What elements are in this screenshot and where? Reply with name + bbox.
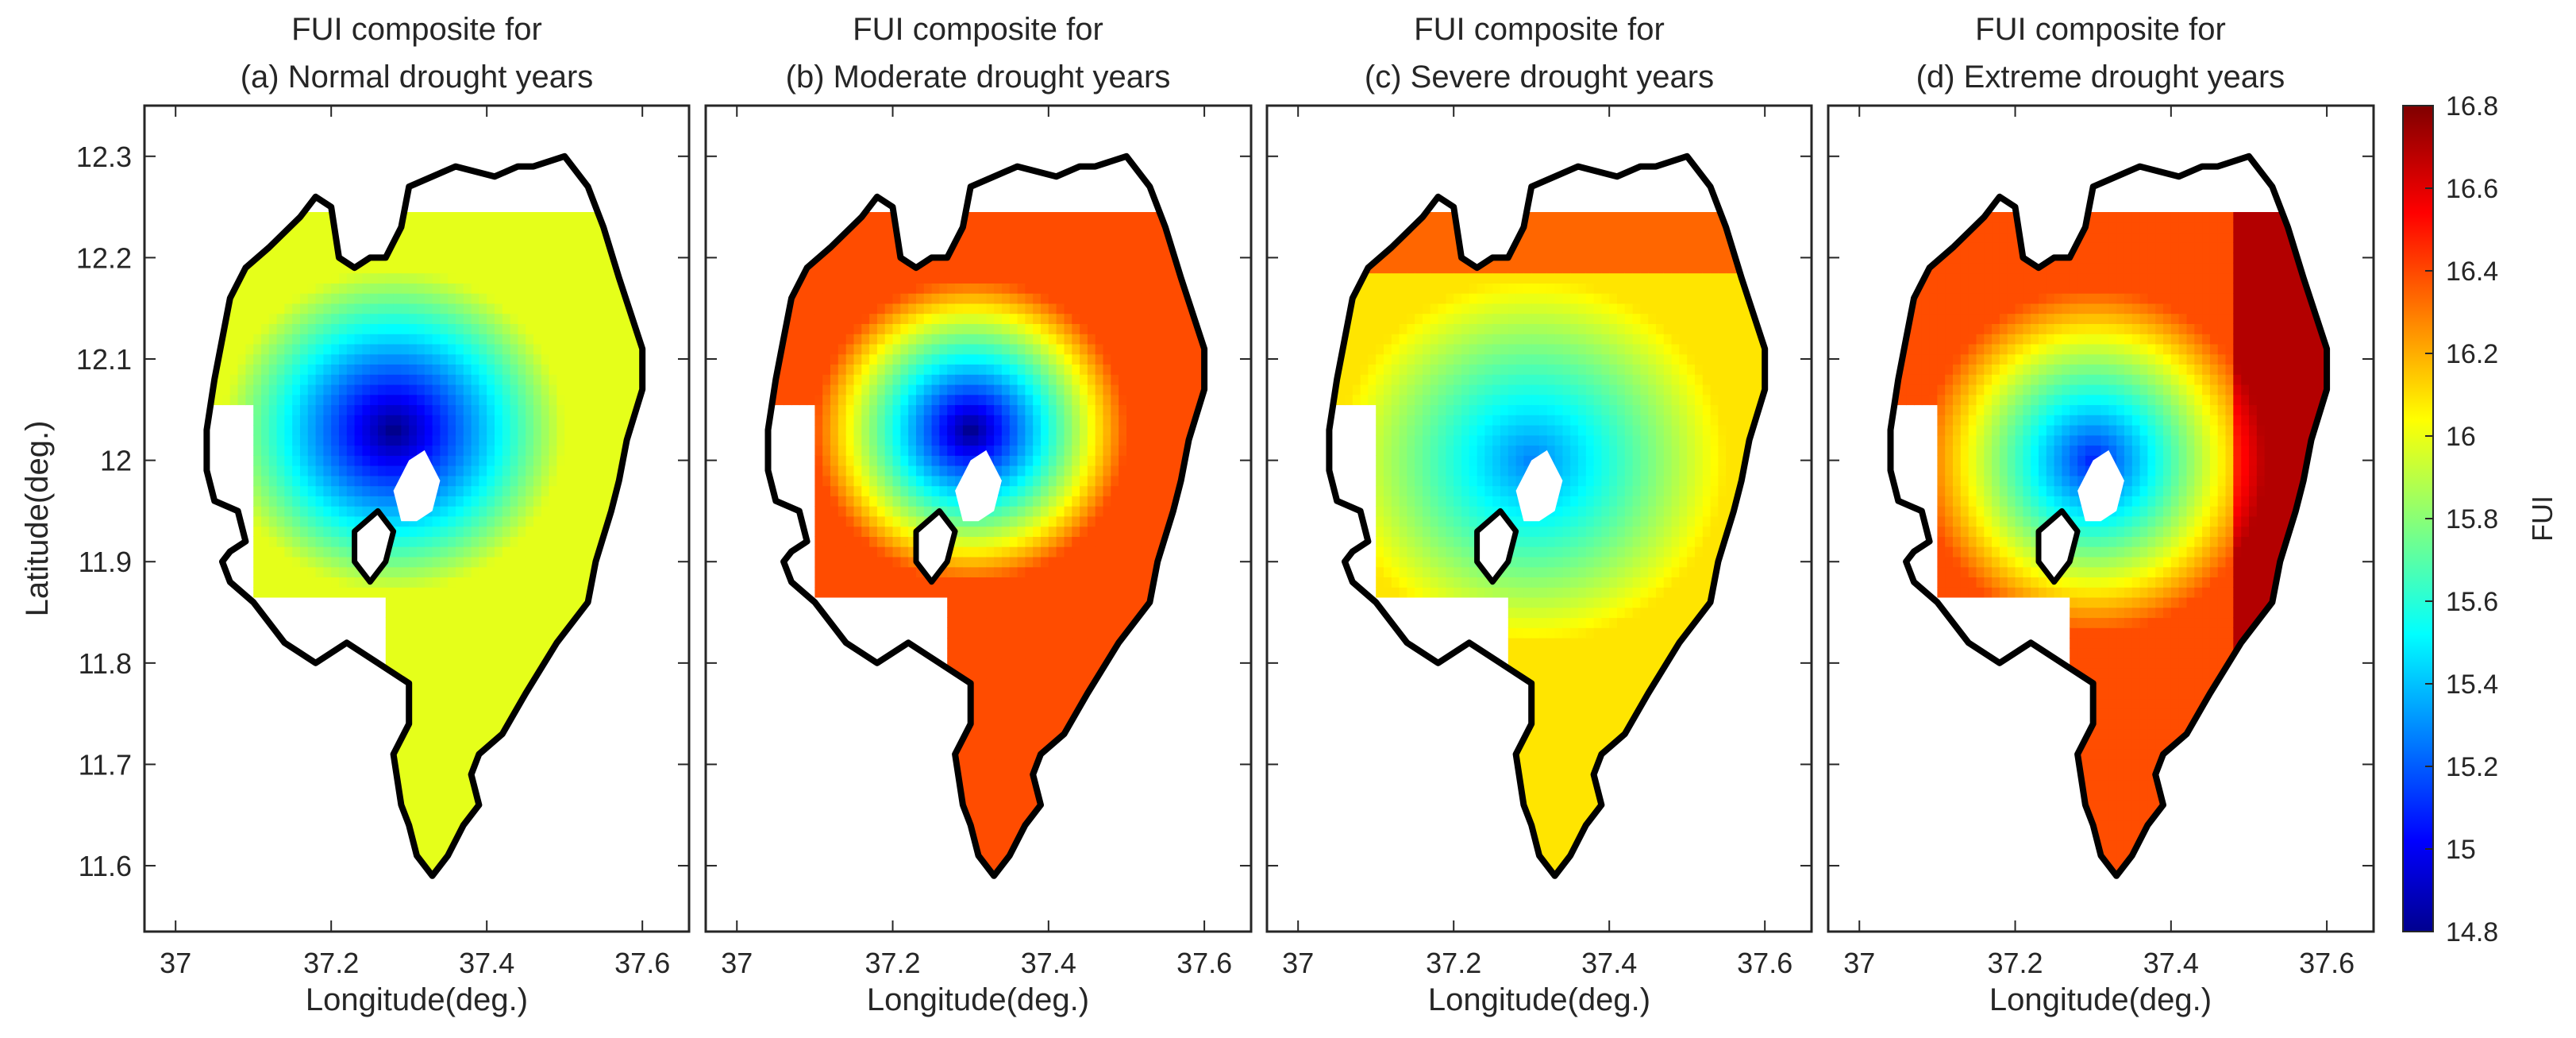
panel-title-line1: FUI composite for: [291, 12, 542, 47]
x-tick-label: 37.2: [1426, 947, 1481, 979]
colorbar-tick-label: 15.6: [2446, 587, 2498, 617]
y-tick-label: 11.8: [79, 647, 132, 680]
x-tick-label: 37: [1843, 947, 1875, 979]
x-axis-label: Longitude(deg.): [1989, 982, 2212, 1017]
axis-ticks: 37 37.2 37.4 37.6: [1828, 106, 2374, 979]
colorbar-tick-label: 15.2: [2446, 752, 2498, 782]
x-tick-label: 37.4: [459, 947, 514, 979]
colorbar-tick-label: 16.6: [2446, 174, 2498, 204]
x-tick-label: 37: [721, 947, 753, 979]
island-outline: [352, 507, 397, 585]
x-axis-label: Longitude(deg.): [306, 982, 528, 1017]
colorbar-ticks: 14.8 15 15.2 15.4 15.6 15.8 16 16.2 16.4 16.6 16.8: [2425, 91, 2498, 947]
x-axis-label: Longitude(deg.): [1428, 982, 1650, 1017]
colorbar-tick-label: 16.4: [2446, 257, 2498, 287]
colorbar-label: FUI: [2526, 496, 2559, 542]
y-tick-label: 12.3: [76, 141, 132, 173]
y-tick-label: 12: [100, 445, 132, 477]
axis-ticks: 37 37.2 37.4 37.6: [706, 106, 1251, 979]
lake-outline: [1326, 152, 1769, 879]
lake-outline: [764, 152, 1208, 879]
colorbar-tick-label: 15.4: [2446, 669, 2498, 700]
x-tick-label: 37.6: [2299, 947, 2355, 979]
no-data-hole: [2077, 450, 2124, 522]
island-outline: [913, 507, 958, 585]
colorbar-tick-label: 16.2: [2446, 339, 2498, 369]
island-outline: [1474, 507, 1519, 585]
panel-title-line1: FUI composite for: [853, 12, 1103, 47]
x-tick-label: 37.4: [1021, 947, 1076, 979]
y-tick-label: 12.2: [76, 241, 132, 274]
colorbar-tick-label: 16.8: [2446, 91, 2498, 122]
colorbar-tick-label: 16: [2446, 422, 2476, 452]
x-axis-label: Longitude(deg.): [867, 982, 1089, 1017]
y-tick-label: 11.7: [79, 748, 132, 781]
lake-outline: [203, 152, 646, 879]
no-data-hole: [955, 450, 1002, 522]
colorbar-tick-label: 14.8: [2446, 917, 2498, 947]
panel-title-line2: (d) Extreme drought years: [1916, 60, 2285, 95]
panel-title-line2: (a) Normal drought years: [241, 60, 594, 95]
fui-cells: [768, 212, 1205, 876]
y-tick-label: 11.9: [79, 546, 132, 578]
x-tick-label: 37.6: [1176, 947, 1232, 979]
x-tick-label: 37.6: [1737, 947, 1792, 979]
panel-b: 37 37.2 37.4 37.6 FUI composite for (b) Mod…: [704, 12, 1253, 1017]
x-tick-label: 37.4: [1581, 947, 1637, 979]
no-data-hole: [1515, 450, 1563, 522]
x-tick-label: 37.6: [614, 947, 670, 979]
panel-d: 37 37.2 37.4 37.6 FUI composite for (d) Ext…: [1827, 12, 2375, 1017]
x-tick-label: 37.4: [2143, 947, 2199, 979]
panel-title-line2: (c) Severe drought years: [1365, 60, 1714, 95]
x-tick-label: 37.2: [303, 947, 359, 979]
y-tick-label: 11.6: [79, 850, 132, 882]
axis-ticks: 37 37.2 37.4 37.6: [1267, 106, 1812, 979]
x-tick-label: 37.2: [1988, 947, 2043, 979]
colorbar: 14.8 15 15.2 15.4 15.6 15.8 16 16.2 16.4 16.6 16.8…: [2402, 91, 2559, 947]
fui-field: [764, 152, 1208, 879]
panel-c: 37 37.2 37.4 37.6 FUI composite for (c) Sev…: [1265, 12, 1813, 1017]
y-tick-label: 12.1: [76, 343, 132, 376]
panel-a: 37 37.2 37.4 37.6 11.6 11.7 11.8 11.9 12 12.1 12.2…: [76, 12, 691, 1017]
y-axis-label: Latitude(deg.): [20, 421, 55, 617]
x-tick-label: 37: [1282, 947, 1314, 979]
no-data-hole: [393, 450, 441, 522]
panel-title-line1: FUI composite for: [1975, 12, 2226, 47]
lake-outline: [1887, 152, 2331, 879]
panel-title-line1: FUI composite for: [1414, 12, 1665, 47]
colorbar-tick-label: 15: [2446, 835, 2476, 865]
axis-ticks: 37 37.2 37.4 37.6 11.6 11.7 11.8 11.9 12 12.1 12.2…: [76, 106, 689, 979]
panel-title-line2: (b) Moderate drought years: [786, 60, 1171, 95]
colorbar-tick-label: 15.8: [2446, 504, 2498, 534]
x-tick-label: 37: [160, 947, 191, 979]
x-tick-label: 37.2: [865, 947, 921, 979]
island-outline: [2035, 507, 2081, 585]
